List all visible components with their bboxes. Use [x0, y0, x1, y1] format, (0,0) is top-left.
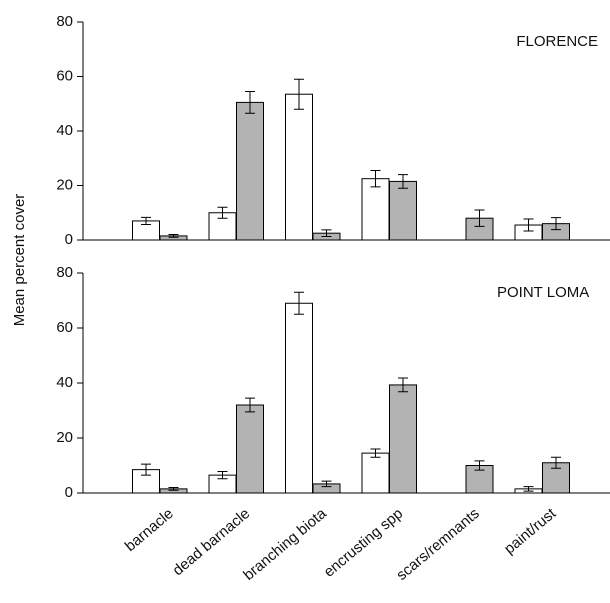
error-bar [474, 209, 485, 227]
error-bar [141, 216, 151, 225]
bar [285, 302, 313, 494]
y-tick-label: 0 [65, 231, 73, 248]
y-axis-label: Mean percent cover [11, 194, 28, 327]
x-tick-label: barnacle [122, 505, 177, 555]
y-tick-label: 40 [56, 122, 73, 139]
bar [389, 384, 417, 494]
error-bar [321, 480, 332, 488]
bar [361, 452, 390, 494]
error-bar [217, 471, 228, 480]
error-bar [398, 377, 408, 393]
x-tick-label: branching biota [240, 505, 330, 584]
bar [236, 101, 264, 241]
x-tick-label: encrusting spp [321, 505, 407, 581]
x-tick-label: paint/rust [501, 504, 560, 557]
error-bar [294, 291, 304, 315]
error-bar [168, 234, 179, 238]
error-bar [398, 174, 408, 189]
bar [285, 93, 313, 241]
y-tick-label: 20 [56, 176, 73, 193]
panel-title: FLORENCE [516, 33, 598, 50]
error-bar [294, 78, 304, 110]
y-tick-label: 40 [56, 374, 73, 391]
error-bar [141, 463, 151, 476]
y-tick-label: 80 [56, 13, 73, 30]
error-bar [321, 229, 332, 237]
y-tick-label: 60 [56, 319, 73, 336]
error-bar [551, 217, 561, 231]
error-bar [245, 397, 255, 413]
x-tick-label: scars/remnants [393, 505, 482, 584]
y-tick-label: 0 [65, 484, 73, 501]
error-bar [370, 448, 381, 458]
bar [361, 178, 390, 241]
y-tick-label: 60 [56, 67, 73, 84]
error-bar [474, 460, 485, 471]
panel-title: POINT LOMA [497, 284, 589, 301]
error-bar [217, 206, 228, 219]
error-bar [245, 90, 255, 114]
error-bar [523, 218, 534, 232]
bar [236, 404, 264, 494]
error-bar [168, 487, 179, 491]
x-tick-label: dead barnacle [169, 505, 253, 579]
error-bar [523, 486, 534, 492]
bar [389, 180, 417, 241]
y-tick-label: 80 [56, 264, 73, 281]
error-bar [370, 170, 381, 188]
error-bar [551, 456, 561, 469]
y-tick-label: 20 [56, 429, 73, 446]
